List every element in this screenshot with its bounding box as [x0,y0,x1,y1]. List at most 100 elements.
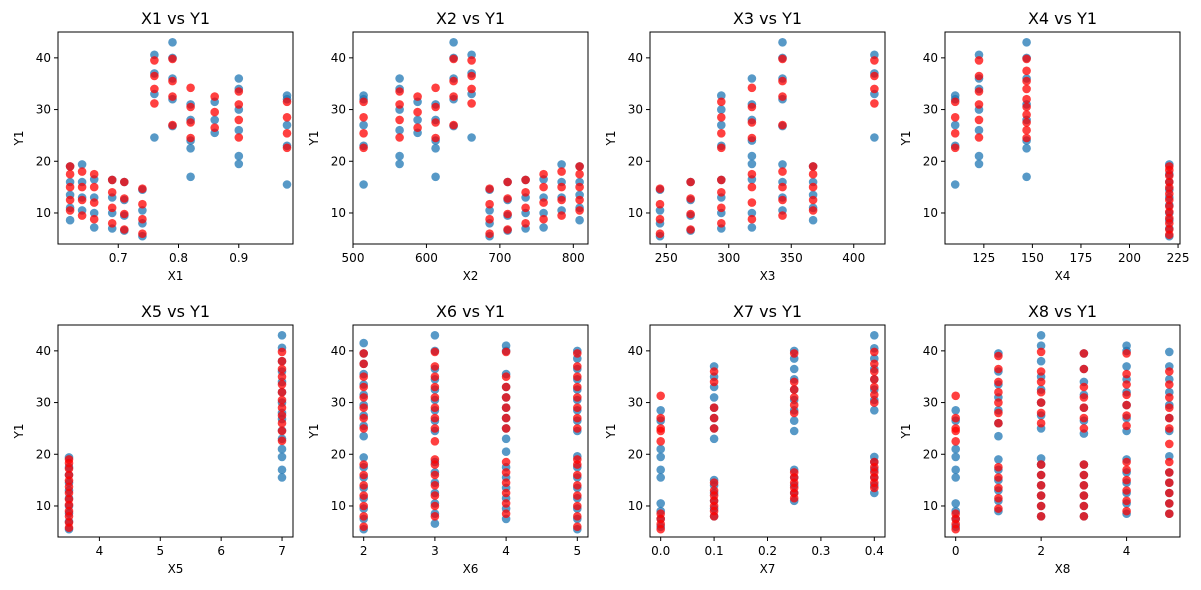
data-point [573,522,582,531]
data-point [747,133,757,143]
data-point [778,160,787,169]
data-point [138,214,147,224]
data-point [277,356,287,366]
data-point [89,223,99,232]
data-point [994,462,1003,472]
data-point [277,452,287,462]
data-point [1079,364,1089,374]
data-point [1165,468,1174,477]
data-point [747,151,757,161]
x-tick-label: 3 [431,544,439,558]
data-point [430,512,440,521]
x-tick-label: 800 [562,251,585,265]
data-point [575,195,584,205]
x-tick-label: 0.4 [865,544,884,558]
x-tick-label: 5 [156,544,164,558]
data-point [1036,367,1046,376]
data-point [1022,133,1031,143]
data-point [573,491,582,500]
data-point [277,465,287,475]
data-point [1079,491,1089,500]
data-point [575,206,584,215]
y-tick-label: 20 [923,154,938,168]
data-point [282,91,292,100]
y-axis-label: Y1 [307,131,321,147]
data-point [573,362,582,371]
data-point [277,372,287,382]
data-point [656,473,665,482]
data-point [277,411,287,420]
data-point [501,488,511,498]
data-point [467,71,476,81]
data-point [1022,144,1031,153]
data-point [994,377,1003,387]
data-point [974,87,984,96]
y-tick-label: 40 [331,344,346,358]
data-point [778,92,787,101]
x-tick-label: 0.9 [229,251,248,265]
x-tick-label: 400 [842,251,865,265]
data-point [501,509,511,518]
x-tick-label: 2 [1037,544,1045,558]
series-blue [950,38,1174,241]
x-axis-label: X3 [760,269,776,283]
data-point [974,115,984,125]
x-axis-label: X1 [168,269,184,283]
subplot-1: X1 vs Y1 0.7 0.8 0.9 10 20 30 40 X1 Y1 [12,9,294,283]
data-point [1122,486,1131,495]
data-point [656,499,665,508]
data-point [994,418,1003,428]
x-axis-label: X8 [1055,562,1071,576]
data-point [1036,408,1046,418]
data-point [808,162,818,171]
data-point [709,393,719,402]
x-tick-label: 4 [96,544,104,558]
data-point [501,424,511,433]
data-point [89,169,99,179]
data-point [950,129,960,138]
subplot-title: X6 vs Y1 [436,302,505,321]
data-point [1165,367,1174,376]
data-point [1036,481,1046,490]
data-point [234,74,244,83]
data-point [656,391,665,401]
data-point [1122,341,1131,351]
data-point [210,107,219,117]
series-red [656,347,879,534]
data-point [65,182,75,192]
x-axis-label: X5 [168,562,184,576]
data-point [1036,347,1046,357]
data-point [359,424,369,433]
data-point [168,92,177,101]
data-point [951,413,960,423]
subplot-title: X8 vs Y1 [1028,302,1097,321]
data-point [150,56,159,65]
data-point [501,499,511,508]
data-point [431,83,440,93]
data-point [449,54,458,64]
data-point [449,38,458,47]
data-point [430,455,440,464]
data-point [950,113,960,122]
x-axis-label: X4 [1055,269,1071,283]
data-point [974,151,984,161]
data-point [485,214,494,224]
data-point [778,120,787,130]
data-point [717,97,726,107]
data-point [501,434,511,444]
data-point [359,522,369,531]
data-point [575,182,584,192]
x-tick-label: 350 [780,251,803,265]
data-point [747,118,757,127]
data-point [467,84,476,94]
data-point [870,367,879,376]
data-point [282,129,292,138]
data-point [1165,347,1174,357]
data-point [573,393,582,402]
data-point [65,195,75,205]
data-point [573,403,582,413]
data-point [870,375,879,384]
data-point [430,347,440,357]
data-point [359,143,368,153]
data-point [430,501,440,511]
